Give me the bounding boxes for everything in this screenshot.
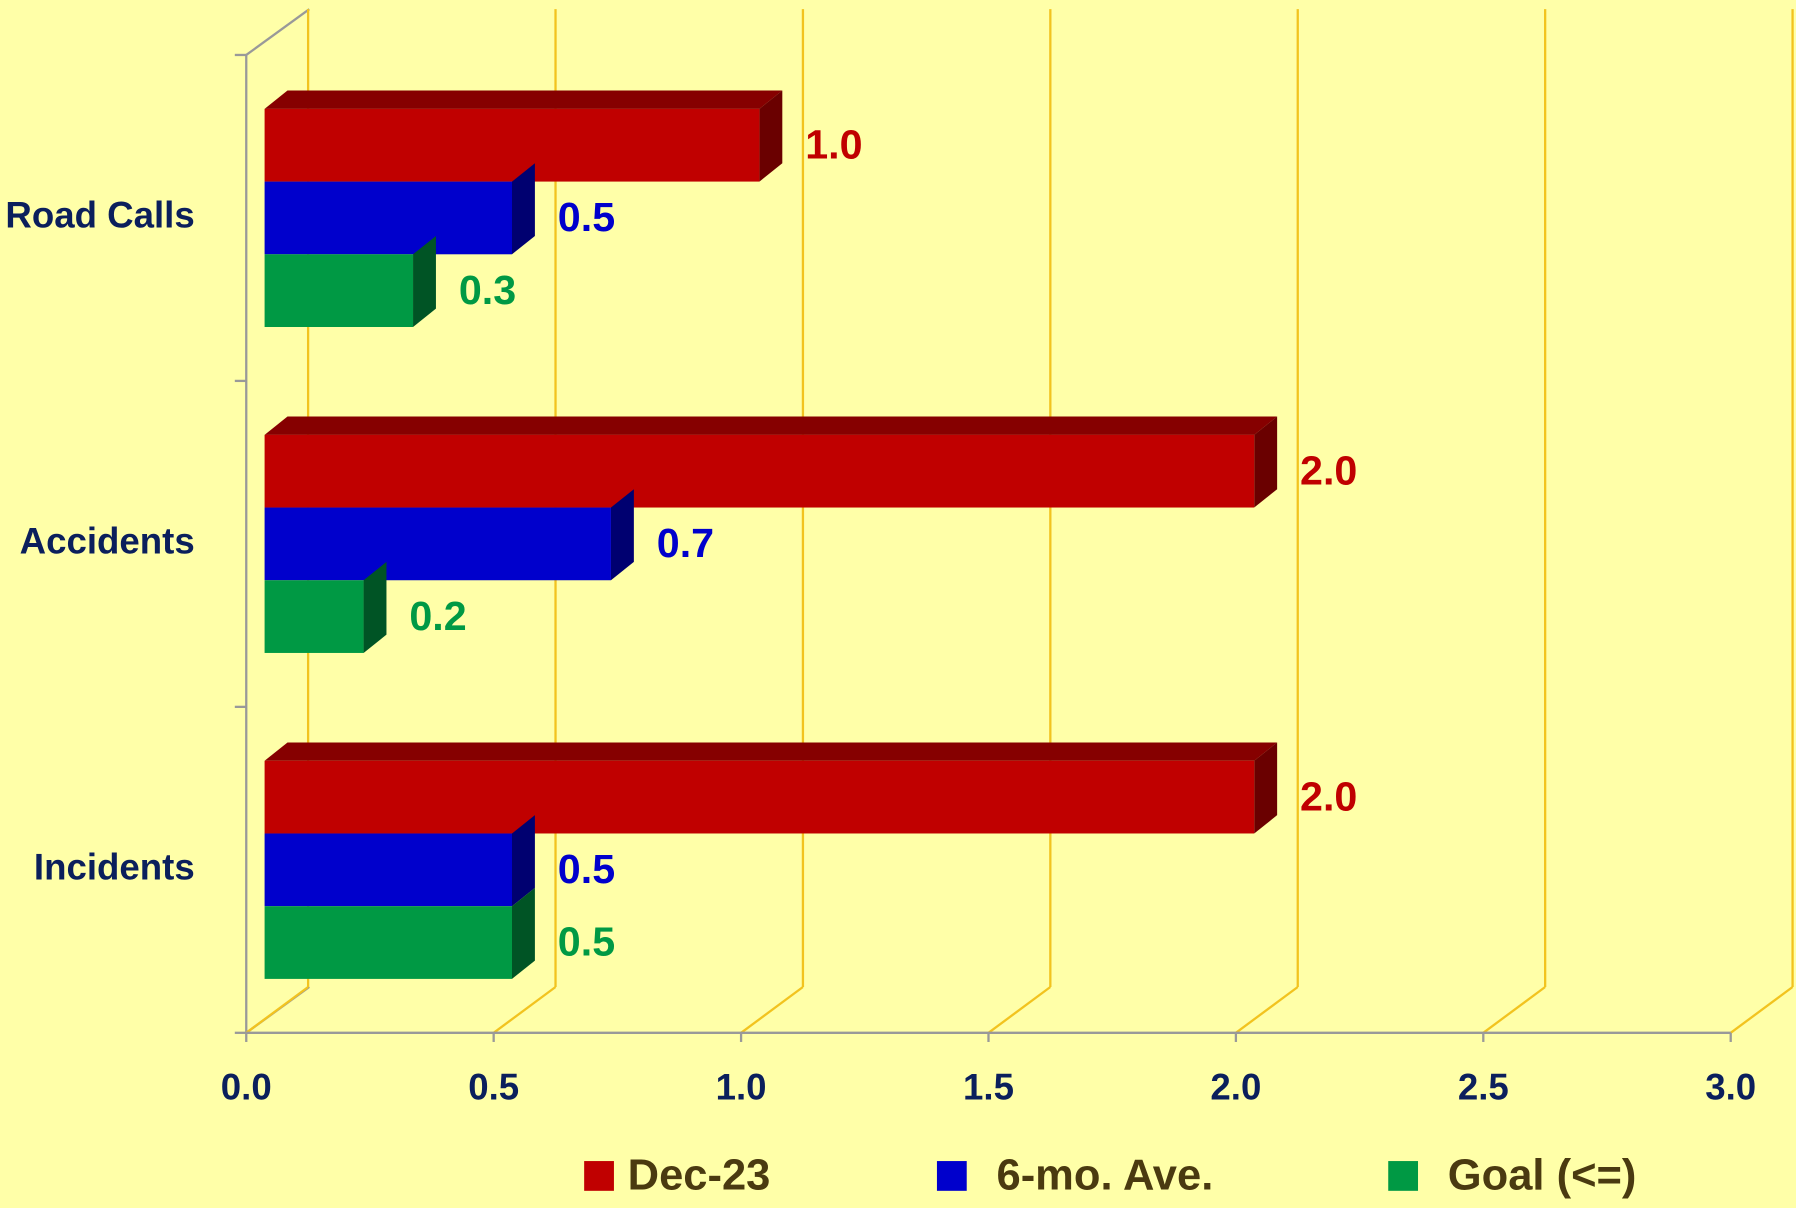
floor-grid-line	[1482, 986, 1546, 1034]
bar-side	[1254, 416, 1278, 508]
x-tick-label: 0.0	[221, 1067, 272, 1108]
value-label: 0.2	[409, 593, 466, 639]
bar	[264, 906, 512, 979]
bar	[264, 760, 1255, 834]
left-wall-edge	[245, 8, 310, 56]
legend-swatch	[1388, 1161, 1419, 1191]
legend-label: Goal (<=)	[1448, 1152, 1637, 1200]
legend-swatch	[584, 1161, 614, 1191]
legend-label: 6-mo. Ave.	[997, 1152, 1214, 1200]
bar	[264, 833, 512, 907]
bar	[264, 580, 364, 653]
floor-grid-line	[740, 986, 804, 1034]
x-tick-label: 3.0	[1705, 1067, 1756, 1108]
bar	[264, 434, 1255, 508]
bar	[264, 254, 414, 327]
bar-side	[511, 815, 535, 907]
legend-swatch	[936, 1161, 967, 1191]
value-label: 0.5	[558, 194, 615, 240]
bar-side	[511, 163, 535, 255]
floor-grid-line	[1730, 986, 1794, 1034]
floor-grid-line	[987, 986, 1052, 1034]
bar-top	[264, 90, 783, 109]
bar	[264, 181, 512, 255]
floor-grid-line	[245, 986, 309, 1034]
x-tick-label: 0.5	[468, 1067, 519, 1108]
value-label: 0.3	[459, 267, 516, 313]
value-label: 1.0	[805, 121, 862, 167]
value-label: 0.5	[558, 919, 615, 965]
bar-side	[511, 887, 535, 979]
bar-top	[264, 742, 1278, 761]
bar-side	[413, 235, 436, 327]
bar-top	[264, 416, 1278, 435]
bar	[264, 108, 760, 182]
bar-side	[610, 489, 634, 581]
x-tick-label: 1.5	[963, 1067, 1014, 1108]
bar-side	[363, 561, 387, 653]
bar-side	[1254, 742, 1278, 834]
x-tick-label: 2.5	[1458, 1067, 1509, 1108]
value-label: 0.5	[558, 846, 615, 892]
legend-label: Dec-23	[628, 1152, 771, 1200]
category-label: Incidents	[34, 847, 195, 888]
value-label: 0.7	[657, 520, 714, 566]
x-tick-label: 1.0	[716, 1067, 767, 1108]
value-label: 2.0	[1300, 447, 1357, 493]
floor-grid-line	[492, 986, 557, 1034]
bar	[264, 507, 611, 581]
category-label: Road Calls	[5, 195, 194, 236]
bar-side	[759, 90, 783, 182]
x-tick-label: 2.0	[1210, 1067, 1261, 1108]
category-label: Accidents	[20, 521, 195, 562]
floor-grid-line	[1235, 986, 1299, 1034]
value-label: 2.0	[1300, 773, 1357, 819]
